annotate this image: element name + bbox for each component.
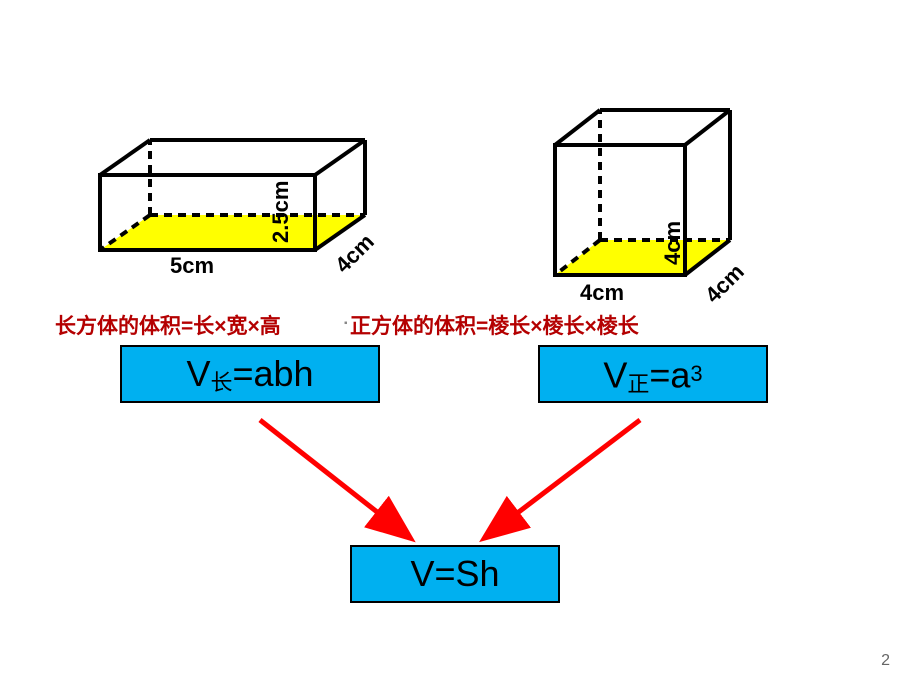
right-arrow — [495, 420, 640, 530]
page-number: 2 — [881, 652, 890, 670]
result-formula-text: V=Sh — [410, 553, 499, 594]
left-arrow — [260, 420, 400, 530]
result-formula-box: V=Sh — [350, 545, 560, 603]
